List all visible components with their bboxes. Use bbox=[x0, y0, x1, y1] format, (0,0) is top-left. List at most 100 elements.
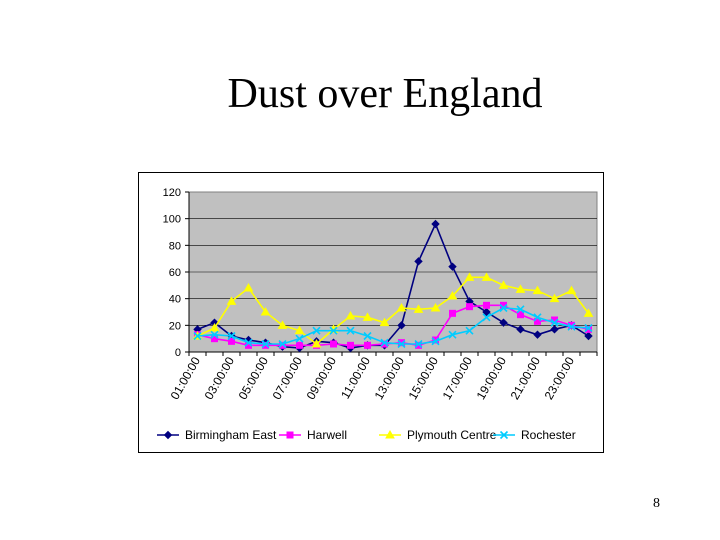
series-3-point bbox=[414, 339, 423, 349]
series-0-point bbox=[584, 331, 593, 341]
legend-label: Plymouth Centre bbox=[407, 428, 497, 442]
x-tick-label: 21:00:00 bbox=[508, 354, 544, 402]
series-0-point bbox=[533, 330, 542, 339]
x-tick-label: 05:00:00 bbox=[236, 354, 272, 402]
legend-label: Rochester bbox=[521, 428, 576, 442]
y-tick-label: 80 bbox=[169, 240, 181, 252]
x-tick-label: 13:00:00 bbox=[372, 354, 408, 402]
series-3-point bbox=[380, 338, 389, 347]
x-tick-label: 03:00:00 bbox=[202, 354, 238, 402]
series-1-point bbox=[398, 339, 405, 347]
series-3-point bbox=[397, 339, 406, 349]
x-tick-label: 11:00:00 bbox=[338, 354, 373, 401]
x-tick-label: 01:00:00 bbox=[168, 354, 204, 402]
series-2-point bbox=[498, 280, 509, 289]
series-3-point bbox=[584, 323, 593, 333]
legend-label: Birmingham East bbox=[185, 428, 277, 442]
series-2-point bbox=[515, 284, 526, 293]
series-2-point bbox=[277, 320, 288, 329]
chart-frame: 0 20 40 60 80 100 120 01:00:00 03:00:00 05:00:00 0… bbox=[138, 172, 604, 453]
series-3-point bbox=[448, 330, 457, 339]
y-tick-label: 20 bbox=[169, 320, 181, 332]
series-1-point bbox=[330, 340, 337, 348]
legend-marker bbox=[499, 430, 509, 440]
series-0-point bbox=[550, 325, 559, 334]
series-2-point bbox=[583, 308, 594, 317]
series-2-point bbox=[294, 325, 305, 335]
x-tick-label: 23:00:00 bbox=[542, 354, 578, 402]
series-0-point bbox=[414, 257, 423, 266]
legend-marker bbox=[163, 430, 173, 440]
series-3-point bbox=[261, 339, 270, 349]
slide-title: Dust over England bbox=[227, 71, 543, 117]
series-0-point bbox=[499, 318, 508, 327]
series-1-point bbox=[466, 303, 473, 311]
series-line-3 bbox=[197, 307, 589, 345]
series-1-point bbox=[296, 341, 303, 349]
series-1-point bbox=[228, 337, 235, 345]
y-tick-label: 0 bbox=[175, 347, 181, 359]
series-3-point bbox=[482, 313, 491, 322]
y-tick-label: 100 bbox=[163, 214, 181, 226]
series-1-point bbox=[415, 341, 422, 349]
series-3-point bbox=[567, 322, 576, 331]
series-2-point bbox=[260, 306, 271, 316]
series-2-point bbox=[481, 272, 492, 281]
series-0-point bbox=[397, 321, 406, 330]
x-tick-label: 07:00:00 bbox=[270, 354, 306, 402]
series-2-point bbox=[396, 302, 407, 312]
x-tick-label: 19:00:00 bbox=[474, 354, 510, 402]
series-2-point bbox=[362, 312, 373, 321]
series-2-point bbox=[379, 317, 390, 327]
series-3-point bbox=[465, 326, 474, 335]
legend-label: Harwell bbox=[307, 428, 347, 442]
series-1-point bbox=[381, 340, 388, 348]
y-tick-label: 40 bbox=[169, 294, 181, 306]
series-0-point bbox=[431, 219, 440, 229]
y-tick-label: 60 bbox=[169, 267, 181, 279]
series-2-point bbox=[549, 293, 560, 303]
series-2-point bbox=[413, 304, 424, 313]
series-3-point bbox=[550, 318, 559, 327]
series-2-point bbox=[226, 296, 237, 305]
series-3-point bbox=[312, 326, 321, 335]
page-number: 8 bbox=[653, 496, 660, 511]
series-1-point bbox=[364, 341, 371, 349]
series-0-point bbox=[482, 307, 491, 317]
series-3-point bbox=[431, 337, 440, 346]
series-1-point bbox=[483, 301, 490, 309]
dust-line-chart: 02040608010012001:00:0003:00:0005:00:000… bbox=[157, 187, 598, 442]
series-3-point bbox=[244, 338, 253, 347]
series-3-point bbox=[516, 305, 525, 314]
series-0-point bbox=[448, 262, 457, 271]
series-3-point bbox=[346, 326, 355, 335]
series-2-point bbox=[243, 282, 254, 292]
legend-marker bbox=[286, 431, 294, 439]
series-3-point bbox=[329, 326, 338, 335]
series-1-point bbox=[517, 311, 524, 319]
series-2-point bbox=[209, 322, 220, 332]
series-3-point bbox=[227, 331, 236, 341]
y-tick-label: 120 bbox=[163, 187, 181, 199]
series-2-point bbox=[447, 290, 458, 300]
legend-marker bbox=[385, 429, 395, 439]
series-2-point bbox=[464, 272, 475, 281]
series-2-point bbox=[566, 285, 577, 295]
series-3-point bbox=[499, 303, 508, 313]
series-2-point bbox=[430, 302, 441, 312]
series-1-point bbox=[279, 341, 286, 349]
series-1-point bbox=[262, 341, 269, 349]
series-2-point bbox=[311, 338, 322, 348]
x-tick-label: 17:00:00 bbox=[440, 354, 476, 402]
x-tick-label: 15:00:00 bbox=[406, 354, 442, 402]
series-3-point bbox=[363, 331, 372, 341]
series-1-point bbox=[347, 341, 354, 349]
series-2-point bbox=[532, 285, 543, 295]
series-3-point bbox=[210, 330, 219, 339]
series-1-point bbox=[449, 309, 456, 317]
series-3-point bbox=[278, 339, 287, 349]
x-tick-label: 09:00:00 bbox=[304, 354, 340, 402]
series-3-point bbox=[533, 313, 542, 322]
series-0-point bbox=[516, 325, 525, 334]
series-3-point bbox=[193, 331, 202, 341]
